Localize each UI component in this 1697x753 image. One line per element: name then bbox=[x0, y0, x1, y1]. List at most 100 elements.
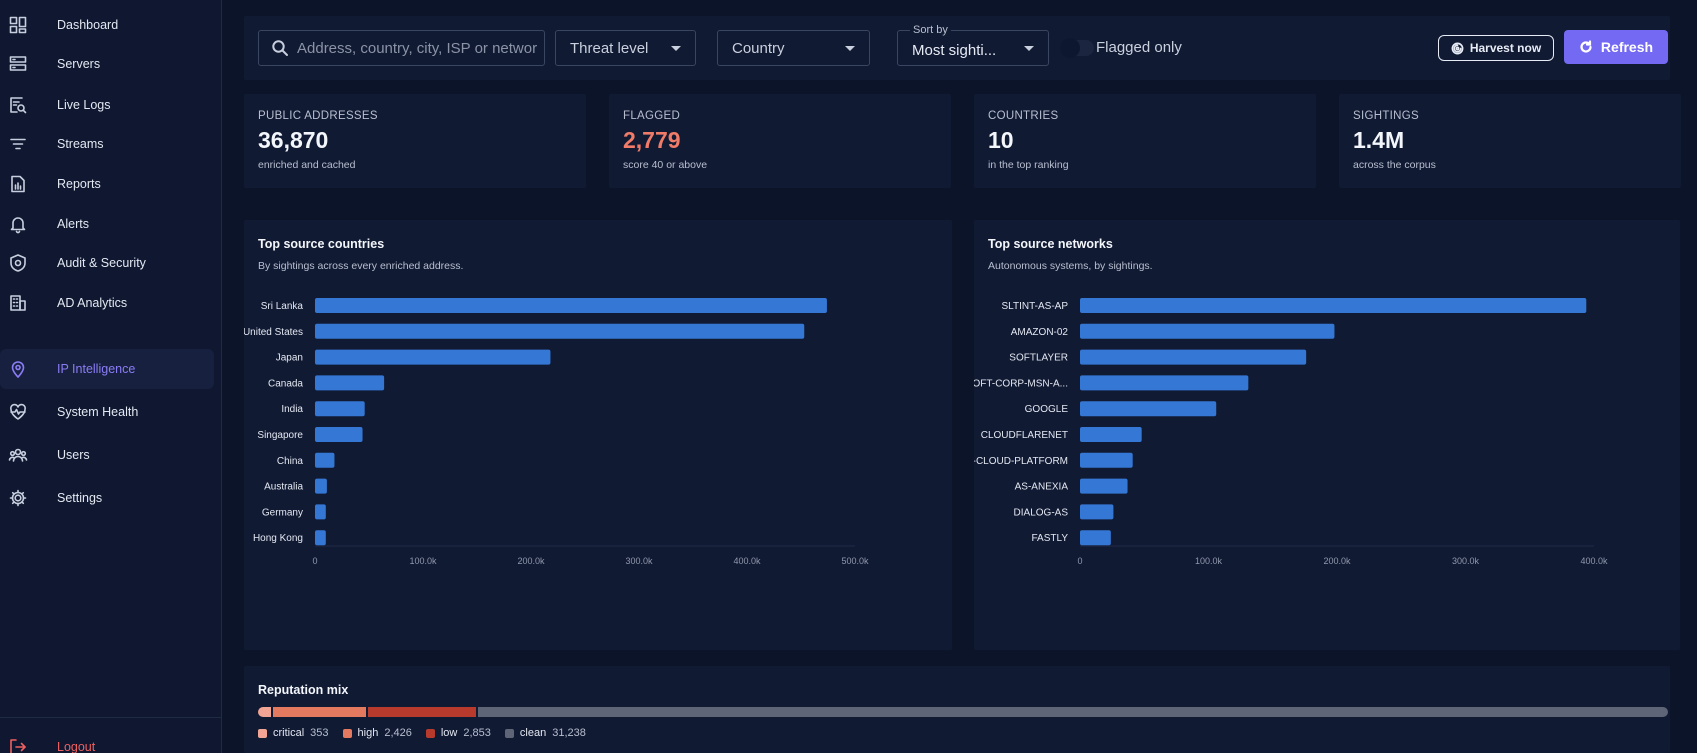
reputation-segment-high[interactable] bbox=[273, 707, 366, 717]
stat-title: COUNTRIES bbox=[988, 110, 1059, 122]
reputation-segment-low[interactable] bbox=[367, 707, 477, 717]
reputation-segment-critical[interactable] bbox=[258, 707, 272, 717]
sidebar-item-label: Settings bbox=[57, 491, 103, 505]
bar[interactable] bbox=[1080, 427, 1142, 442]
reputation-bar bbox=[258, 707, 1668, 717]
heartbeat-icon bbox=[8, 402, 28, 422]
category-label: India bbox=[281, 404, 303, 415]
sidebar-item-label: Servers bbox=[57, 57, 101, 71]
top-source-countries-panel: Sri Lanka United States Japan Canada India Si… bbox=[244, 220, 952, 650]
category-label: CLOUDFLARENET bbox=[981, 430, 1068, 441]
chart-title: Top source networks bbox=[988, 237, 1113, 251]
legend-count: 353 bbox=[310, 727, 329, 739]
stat-value: 10 bbox=[988, 127, 1014, 153]
bar[interactable] bbox=[1080, 375, 1249, 391]
flagged-only-toggle[interactable] bbox=[1060, 38, 1094, 58]
filter-lines-icon bbox=[8, 134, 28, 154]
sidebar-item-alerts[interactable]: Alerts bbox=[0, 204, 214, 244]
sidebar-item-live-logs[interactable]: Live Logs bbox=[0, 85, 214, 125]
stat-card-countries: COUNTRIES 10 in the top ranking bbox=[974, 94, 1316, 188]
sidebar-item-streams[interactable]: Streams bbox=[0, 124, 214, 164]
category-label: AS-ANEXIA bbox=[1015, 482, 1069, 493]
bar[interactable] bbox=[1080, 452, 1133, 468]
sidebar-item-audit-security[interactable]: Audit & Security bbox=[0, 243, 214, 283]
bar[interactable] bbox=[315, 504, 326, 520]
reputation-mix-panel: Reputation mix critical 353 high 2,426 low 2,… bbox=[244, 666, 1670, 753]
bar[interactable] bbox=[1080, 530, 1111, 546]
sidebar: Dashboard Servers Live Logs Streams Repo… bbox=[0, 0, 222, 753]
sidebar-item-servers[interactable]: Servers bbox=[0, 44, 214, 84]
flagged-only-label: Flagged only bbox=[1096, 39, 1182, 56]
bar[interactable] bbox=[315, 478, 327, 494]
sidebar-item-ad-analytics[interactable]: AD Analytics bbox=[0, 283, 214, 323]
bar[interactable] bbox=[1080, 323, 1335, 339]
logout-label: Logout bbox=[57, 740, 96, 753]
bar[interactable] bbox=[315, 530, 326, 546]
category-label: SOFTLAYER bbox=[1009, 353, 1068, 364]
bar[interactable] bbox=[315, 323, 805, 339]
category-label: GOOGLE-CLOUD-PLATFORM bbox=[974, 456, 1068, 467]
bar[interactable] bbox=[315, 298, 827, 313]
tick-label: 0 bbox=[1077, 556, 1082, 566]
bar[interactable] bbox=[1080, 478, 1128, 494]
category-label: United States bbox=[244, 327, 303, 338]
bar[interactable] bbox=[315, 349, 551, 365]
tick-label: 200.0k bbox=[1323, 556, 1351, 566]
sidebar-item-label: Audit & Security bbox=[57, 256, 146, 270]
grid-icon bbox=[8, 15, 28, 35]
legend-swatch bbox=[504, 728, 514, 738]
chevron-down-icon bbox=[1024, 46, 1034, 51]
legend-item-clean: clean 31,238 bbox=[504, 727, 586, 739]
sidebar-item-system-health[interactable]: System Health bbox=[0, 392, 214, 432]
stat-subtitle: across the corpus bbox=[1353, 159, 1436, 171]
category-label: FASTLY bbox=[1032, 533, 1069, 544]
sidebar-item-label: Alerts bbox=[57, 217, 89, 231]
category-label: AMAZON-02 bbox=[1011, 327, 1069, 338]
reputation-segment-clean[interactable] bbox=[478, 707, 1668, 717]
stat-title: FLAGGED bbox=[623, 110, 681, 122]
threat-level-select[interactable]: Threat level bbox=[555, 30, 696, 66]
legend-swatch bbox=[425, 728, 435, 738]
stat-value: 2,779 bbox=[623, 127, 681, 153]
tick-label: 300.0k bbox=[625, 556, 653, 566]
legend-count: 31,238 bbox=[552, 727, 586, 739]
filter-toolbar: Threat level Country Sort by Most sighti… bbox=[244, 16, 1670, 80]
sort-by-select[interactable]: Sort by Most sighti... bbox=[897, 24, 1049, 66]
tick-label: 0 bbox=[312, 556, 317, 566]
legend-item-critical: critical 353 bbox=[258, 727, 329, 739]
server-icon bbox=[8, 54, 28, 74]
logout-button[interactable]: Logout bbox=[0, 727, 214, 753]
legend-count: 2,853 bbox=[463, 727, 491, 739]
refresh-button[interactable]: Refresh bbox=[1564, 30, 1668, 64]
country-select[interactable]: Country bbox=[717, 30, 870, 66]
category-label: Canada bbox=[268, 378, 303, 389]
bar[interactable] bbox=[315, 427, 363, 442]
chevron-down-icon bbox=[845, 46, 855, 51]
sidebar-item-users[interactable]: Users bbox=[0, 435, 214, 475]
sidebar-item-settings[interactable]: Settings bbox=[0, 478, 214, 518]
country-value: Country bbox=[732, 40, 785, 57]
sidebar-item-dashboard[interactable]: Dashboard bbox=[0, 5, 214, 45]
bar[interactable] bbox=[1080, 401, 1217, 417]
category-label: MICROSOFT-CORP-MSN-A... bbox=[974, 378, 1068, 389]
category-label: SLTINT-AS-AP bbox=[1002, 301, 1069, 312]
category-label: Sri Lanka bbox=[261, 301, 304, 312]
harvest-icon bbox=[1451, 42, 1464, 54]
search-input[interactable] bbox=[297, 31, 537, 65]
reputation-legend: critical 353 high 2,426 low 2,853 clean 31,238 bbox=[258, 727, 586, 739]
bar[interactable] bbox=[1080, 504, 1114, 520]
stat-card-sightings: SIGHTINGS 1.4M across the corpus bbox=[1339, 94, 1681, 188]
legend-name: low bbox=[440, 727, 458, 739]
bar[interactable] bbox=[1080, 349, 1307, 365]
bar[interactable] bbox=[315, 401, 365, 417]
tick-label: 300.0k bbox=[1452, 556, 1480, 566]
category-label: Hong Kong bbox=[253, 533, 303, 544]
sidebar-item-reports[interactable]: Reports bbox=[0, 164, 214, 204]
bar[interactable] bbox=[315, 375, 385, 391]
report-icon bbox=[8, 174, 28, 194]
legend-count: 2,426 bbox=[384, 727, 412, 739]
bar[interactable] bbox=[315, 452, 335, 468]
bar[interactable] bbox=[1080, 298, 1587, 313]
harvest-now-button[interactable]: Harvest now bbox=[1438, 35, 1554, 61]
sidebar-item-ip-intelligence[interactable]: IP Intelligence bbox=[0, 349, 214, 389]
